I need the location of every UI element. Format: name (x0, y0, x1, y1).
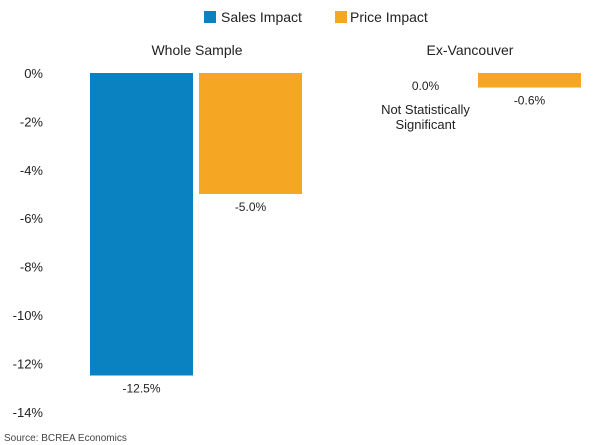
y-tick-label: -6% (20, 211, 44, 226)
bar (199, 73, 302, 194)
bars (90, 73, 581, 376)
data-labels: -12.5% 0.0% -5.0% -0.6% (122, 79, 545, 396)
data-label: -0.6% (514, 94, 546, 108)
y-axis: 0% -2% -4% -6% -8% -10% -12% -14% (13, 66, 44, 420)
bar (90, 73, 193, 376)
annotation-line: Not Statistically (381, 102, 470, 117)
group-labels: Whole Sample Ex-Vancouver (151, 42, 513, 58)
data-label: -12.5% (122, 382, 160, 396)
y-tick-label: -14% (13, 405, 44, 420)
legend-label: Sales Impact (221, 9, 302, 25)
y-tick-label: 0% (24, 66, 43, 81)
category-label: Whole Sample (151, 42, 242, 58)
bar (478, 73, 581, 88)
y-tick-label: -12% (13, 356, 44, 371)
data-label: 0.0% (412, 79, 440, 93)
legend-label: Price Impact (350, 9, 428, 25)
y-tick-label: -8% (20, 260, 44, 275)
legend-swatch (335, 11, 347, 23)
legend: Sales Impact Price Impact (204, 9, 428, 25)
y-tick-label: -4% (20, 163, 44, 178)
source-note: Source: BCREA Economics (4, 433, 127, 444)
y-tick-label: -10% (13, 308, 44, 323)
data-label: -5.0% (235, 200, 267, 214)
y-tick-label: -2% (20, 114, 44, 129)
category-label: Ex-Vancouver (427, 42, 514, 58)
annotation-line: Significant (396, 117, 456, 132)
legend-swatch (204, 11, 216, 23)
